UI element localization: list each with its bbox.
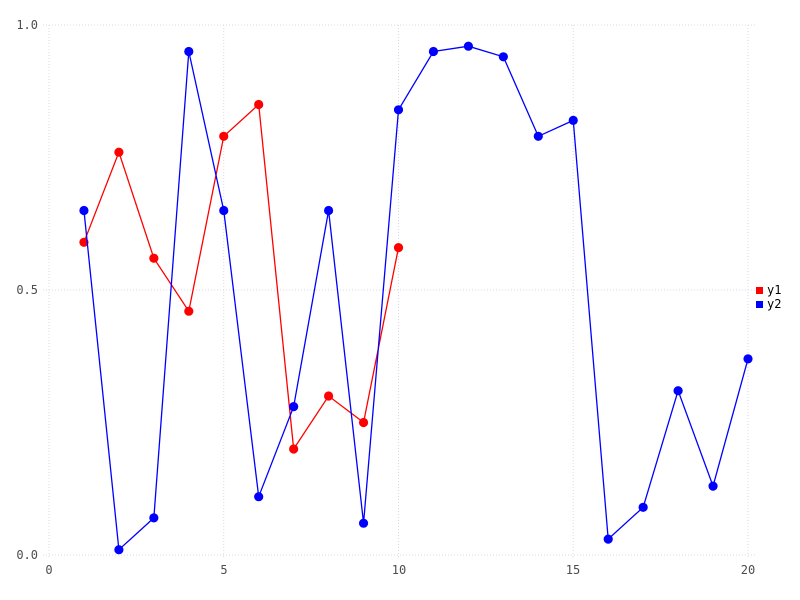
marker-y2-x9	[358, 518, 369, 528]
x-tick-label-20: 20	[740, 563, 756, 577]
marker-y2-x13	[498, 52, 508, 62]
series-line-y2	[83, 45, 749, 552]
legend-entry-y1: y1	[756, 283, 781, 297]
marker-y1-x5	[219, 131, 229, 141]
series-line-y1	[83, 103, 400, 451]
legend-entry-y2: y2	[756, 297, 781, 311]
legend: y1 y2	[756, 283, 781, 311]
marker-y2-x12	[463, 41, 473, 51]
marker-y2-x19	[708, 481, 718, 491]
marker-y2-x17	[638, 502, 648, 512]
marker-y1-x6	[254, 99, 264, 110]
legend-label-y2: y2	[767, 297, 782, 311]
marker-y1-x1	[79, 237, 89, 247]
marker-y2-x20	[743, 354, 753, 364]
x-tick-label-5: 5	[220, 563, 228, 577]
marker-y2-x6	[254, 492, 264, 502]
marker-y2-x3	[149, 513, 159, 523]
marker-y2-x2	[114, 545, 124, 555]
y-tick-label-0.0: 0.0	[16, 548, 38, 562]
marker-y2-x8	[324, 205, 334, 216]
marker-y1-x7	[289, 444, 299, 454]
marker-y1-x2	[114, 147, 124, 157]
y-tick-label-1.0: 1.0	[16, 18, 38, 32]
marker-y2-x18	[673, 386, 683, 396]
marker-y1-x8	[324, 391, 334, 401]
marker-y2-x4	[184, 46, 194, 57]
y-tick-label-0.5: 0.5	[16, 283, 38, 297]
legend-label-y1: y1	[767, 283, 782, 297]
marker-y2-x1	[79, 205, 89, 216]
marker-y2-x16	[603, 534, 613, 544]
x-tick-label-15: 15	[565, 563, 581, 577]
marker-y2-x11	[428, 46, 439, 57]
marker-y2-x7	[289, 402, 299, 412]
x-tick-label-0: 0	[45, 563, 53, 577]
legend-swatch-y1-icon	[756, 286, 763, 294]
marker-y2-x15	[568, 115, 578, 125]
marker-y2-x10	[393, 105, 404, 115]
marker-y2-x14	[533, 131, 543, 141]
marker-y2-x5	[219, 205, 229, 216]
legend-swatch-y2-icon	[756, 300, 763, 308]
marker-y1-x10	[393, 243, 404, 253]
marker-y1-x4	[184, 306, 194, 316]
marker-y1-x9	[358, 417, 369, 428]
x-tick-label-10: 10	[391, 563, 407, 577]
marker-y1-x3	[149, 253, 159, 263]
